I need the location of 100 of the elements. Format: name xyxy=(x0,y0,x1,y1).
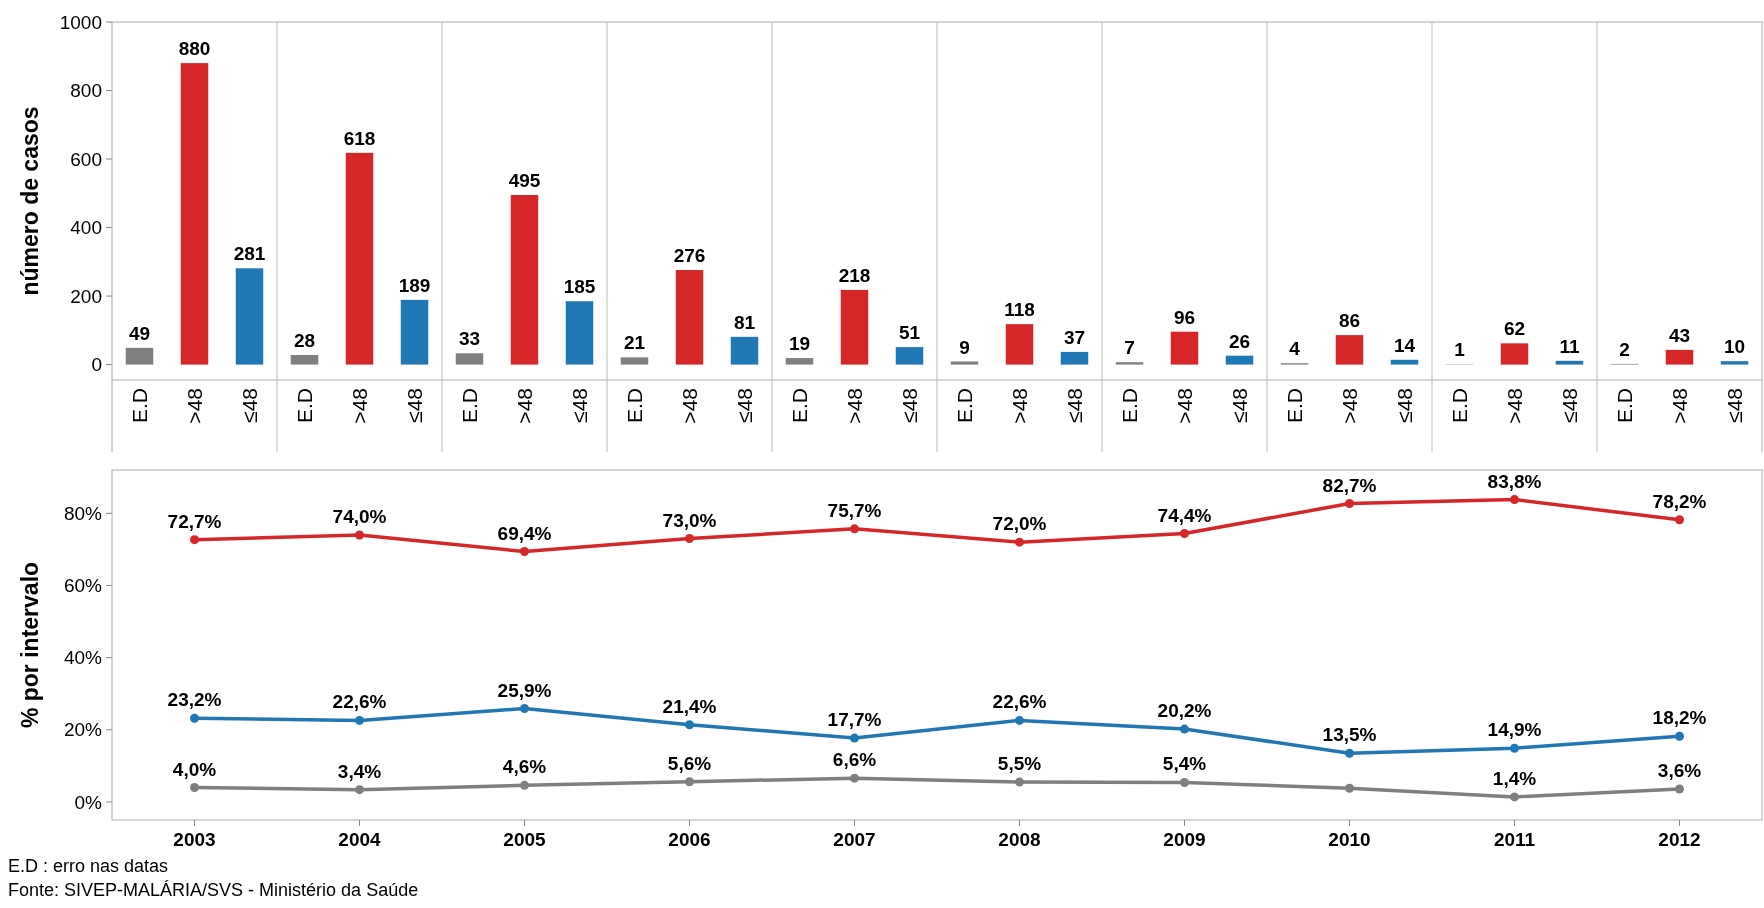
data-label: 18,2% xyxy=(1652,707,1707,729)
x-tick-label: >48 xyxy=(1337,388,1361,424)
point xyxy=(1345,783,1354,793)
x-tick-label: >48 xyxy=(677,388,701,424)
data-label: 13,5% xyxy=(1322,724,1377,746)
x-tick-label: ≤48 xyxy=(1722,388,1746,423)
bar xyxy=(1390,359,1419,365)
data-label: 74,4% xyxy=(1157,504,1212,526)
y-tick-label: 800 xyxy=(70,80,102,102)
x-tick-label: 2005 xyxy=(503,829,547,850)
data-label: 11 xyxy=(1559,335,1580,357)
bar xyxy=(1170,331,1199,365)
point xyxy=(1015,777,1024,787)
text: E.D : erro nas datas xyxy=(8,856,169,876)
bar xyxy=(620,357,649,365)
point xyxy=(1015,537,1024,547)
data-label: 189 xyxy=(398,274,431,296)
bar xyxy=(455,353,484,365)
point xyxy=(685,720,694,730)
point xyxy=(1510,792,1519,802)
x-tick-label: E.D xyxy=(622,388,646,424)
x-tick-label: 2008 xyxy=(998,829,1041,850)
point xyxy=(1510,743,1519,753)
bar xyxy=(1665,349,1694,365)
data-label: 7 xyxy=(1124,337,1135,359)
bar xyxy=(675,270,704,365)
x-tick-label: E.D xyxy=(457,388,481,424)
point xyxy=(1510,495,1519,505)
x-tick-label: 2003 xyxy=(173,829,216,850)
point xyxy=(520,780,529,790)
x-tick-label: >48 xyxy=(182,388,206,424)
data-label: 37 xyxy=(1063,326,1086,348)
data-label: 51 xyxy=(898,322,921,344)
data-label: 19 xyxy=(788,333,811,355)
data-label: 20,2% xyxy=(1157,700,1212,722)
y-axis-title: % por intervalo xyxy=(17,561,43,729)
data-label: 86 xyxy=(1338,310,1361,332)
data-label: 23,2% xyxy=(167,689,222,711)
x-tick-label: E.D xyxy=(952,388,976,424)
point xyxy=(1345,748,1354,758)
x-tick-label: E.D xyxy=(127,388,151,424)
bar xyxy=(1060,351,1089,365)
bar xyxy=(235,268,264,365)
data-label: 10 xyxy=(1723,336,1746,358)
data-label: 4,0% xyxy=(172,758,217,780)
y-tick-label: 40% xyxy=(63,647,103,669)
data-label: 9 xyxy=(959,336,970,358)
data-label: 96 xyxy=(1173,306,1196,328)
data-label: 81 xyxy=(733,311,756,333)
point xyxy=(190,713,199,723)
bar xyxy=(1335,335,1364,365)
bar xyxy=(510,195,539,365)
point xyxy=(355,530,364,540)
y-tick-label: 200 xyxy=(70,285,102,307)
data-label: 14,9% xyxy=(1487,719,1542,741)
x-tick-label: ≤48 xyxy=(732,388,756,423)
x-tick-label: E.D xyxy=(1447,388,1471,424)
source-note: Fonte: SIVEP-MALÁRIA/SVS - Ministério da Saúde xyxy=(8,880,419,900)
point xyxy=(850,524,859,534)
point xyxy=(520,547,529,557)
data-label: 1,4% xyxy=(1492,767,1537,789)
bar xyxy=(1225,355,1254,365)
y-tick-label: 0% xyxy=(74,791,103,813)
point xyxy=(190,535,199,545)
data-label: 618 xyxy=(343,127,376,149)
bar xyxy=(785,358,814,365)
data-label: 33 xyxy=(458,328,481,350)
x-tick-label: 2006 xyxy=(668,829,711,850)
bar xyxy=(180,63,209,365)
x-tick-label: 2009 xyxy=(1163,829,1206,850)
y-tick-label: 400 xyxy=(70,217,102,239)
x-tick-label: ≤48 xyxy=(1392,388,1416,423)
data-label: 1 xyxy=(1454,339,1466,361)
y-tick-label: 80% xyxy=(63,502,103,524)
x-tick-label: E.D xyxy=(1612,388,1636,424)
point xyxy=(850,733,859,743)
data-label: 281 xyxy=(233,243,266,265)
point xyxy=(1675,515,1684,525)
bar xyxy=(950,361,979,365)
point xyxy=(685,777,694,787)
point xyxy=(850,773,859,783)
y-tick-label: 0 xyxy=(91,354,102,376)
data-label: 4,6% xyxy=(502,756,547,778)
point xyxy=(1345,499,1354,509)
data-label: 21 xyxy=(623,332,646,354)
bar xyxy=(565,301,594,365)
bar xyxy=(1555,360,1584,365)
x-tick-label: E.D xyxy=(1117,388,1141,424)
point xyxy=(685,534,694,544)
bar xyxy=(1005,324,1034,365)
data-label: 62 xyxy=(1503,318,1526,340)
x-tick-label: 2012 xyxy=(1658,829,1701,850)
data-label: 14 xyxy=(1393,334,1416,356)
data-label: 6,6% xyxy=(832,749,877,771)
y-tick-label: 600 xyxy=(70,148,102,170)
bar xyxy=(290,354,319,365)
data-label: 185 xyxy=(563,276,596,298)
data-label: 4 xyxy=(1289,338,1301,360)
data-label: 74,0% xyxy=(332,505,387,527)
bar xyxy=(840,289,869,365)
